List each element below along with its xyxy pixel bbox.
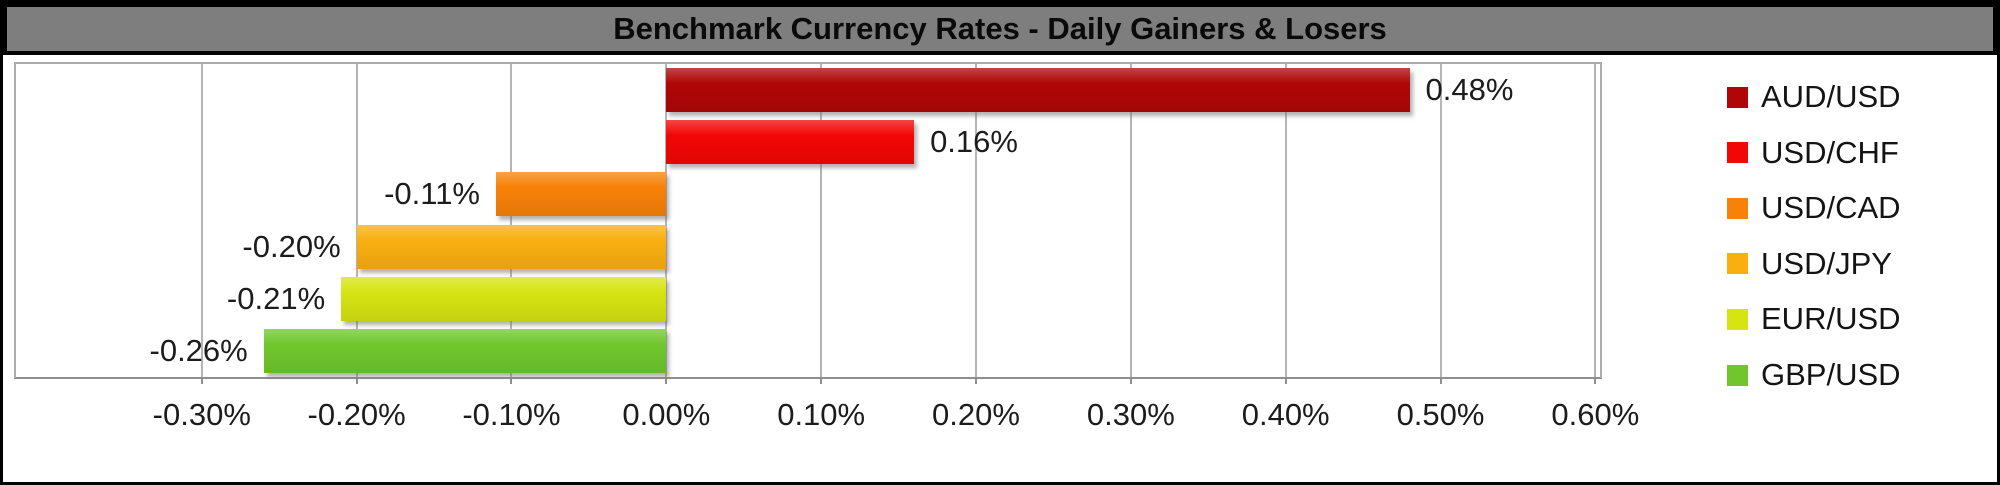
value-label: -0.21%	[226, 280, 326, 316]
gridline	[820, 64, 823, 377]
bar-aud-usd	[666, 68, 1410, 113]
x-axis-tick-mark	[355, 377, 358, 384]
legend-label: USD/CHF	[1761, 134, 1899, 170]
gridline	[510, 64, 513, 377]
x-axis-tick-mark	[510, 377, 513, 384]
value-label: 0.48%	[1425, 72, 1514, 108]
x-axis-tick-mark	[200, 377, 203, 384]
gridline	[1439, 64, 1442, 377]
bar-usd-jpy	[356, 224, 667, 269]
x-axis-tick-mark	[975, 377, 977, 384]
legend-item-usd-cad: USD/CAD	[1727, 190, 1901, 226]
legend-item-gbp-usd: GBP/USD	[1727, 357, 1901, 392]
legend-color-swatch	[1727, 253, 1748, 275]
legend-color-swatch	[1727, 142, 1748, 164]
legend-item-usd-chf: USD/CHF	[1727, 134, 1899, 170]
bar-usd-chf	[666, 120, 915, 165]
legend-label: USD/CAD	[1761, 190, 1901, 226]
x-axis-tick-label: 0.20%	[932, 397, 1020, 432]
gridline	[1284, 64, 1287, 377]
x-axis-tick-mark	[1284, 377, 1287, 384]
legend-color-swatch	[1727, 86, 1748, 108]
legend-item-aud-usd: AUD/USD	[1727, 79, 1901, 114]
legend-color-swatch	[1727, 308, 1748, 330]
legend-color-swatch	[1727, 364, 1748, 386]
value-label: -0.20%	[242, 228, 341, 264]
chart-title: Benchmark Currency Rates - Daily Gainers…	[613, 11, 1387, 46]
gridline	[665, 64, 668, 377]
gridline	[1594, 64, 1597, 377]
x-axis-tick-label: -0.10%	[462, 397, 561, 432]
bar-usd-cad	[496, 172, 667, 217]
value-label: -0.11%	[384, 176, 480, 212]
legend-label: GBP/USD	[1761, 357, 1901, 392]
x-axis-tick-label: -0.30%	[152, 397, 251, 432]
legend-item-usd-jpy: USD/JPY	[1727, 245, 1892, 281]
plot-area: -0.30% -0.20% -0.10% 0.00% 0.10% 0.20% 0.30% 0.…	[14, 62, 1639, 432]
x-axis-tick-mark	[1129, 377, 1132, 384]
x-axis-tick-label: 0.50%	[1396, 397, 1485, 432]
x-axis-tick-label: 0.30%	[1086, 397, 1175, 432]
legend: AUD/USD USD/CHF USD/CAD USD/JPY EUR/USD GBP/U…	[1727, 62, 1989, 392]
legend-color-swatch	[1727, 197, 1748, 219]
x-axis-tick-label: -0.20%	[307, 397, 406, 432]
x-axis-tick-label: 0.00%	[622, 397, 711, 432]
gridline	[975, 64, 977, 377]
legend-item-eur-usd: EUR/USD	[1727, 301, 1901, 337]
x-axis-tick-mark	[1439, 377, 1442, 384]
gridline	[200, 64, 203, 377]
x-axis-tick-label: 0.10%	[777, 397, 866, 432]
legend-label: USD/JPY	[1761, 245, 1892, 281]
x-axis-tick-mark	[820, 377, 823, 384]
x-axis-tick-mark	[1594, 377, 1597, 384]
chart-title-bar: Benchmark Currency Rates - Daily Gainers…	[3, 3, 1997, 55]
x-axis-tick-label: 0.60%	[1551, 397, 1640, 432]
legend-label: EUR/USD	[1761, 301, 1901, 337]
bar-gbp-usd	[263, 328, 667, 373]
x-axis-tick-label: 0.40%	[1241, 397, 1330, 432]
legend-label: AUD/USD	[1761, 79, 1901, 114]
gridline	[355, 64, 358, 377]
x-axis-tick-mark	[665, 377, 668, 384]
bar-eur-usd	[341, 276, 667, 321]
value-label: -0.26%	[149, 332, 248, 368]
gridline	[1129, 64, 1132, 377]
value-label: 0.16%	[930, 124, 1018, 160]
